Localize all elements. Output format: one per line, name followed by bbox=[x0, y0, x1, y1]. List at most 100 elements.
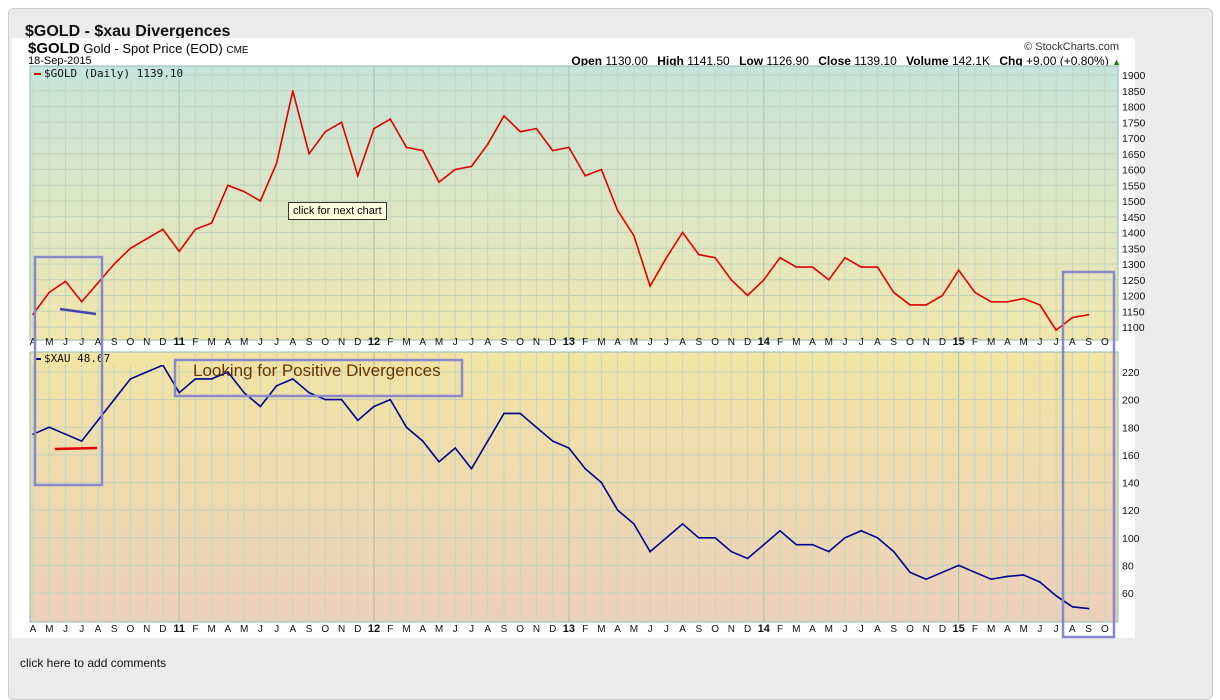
x-tick-label: A bbox=[290, 337, 297, 348]
x-tick-label: N bbox=[728, 337, 735, 348]
annotation-text: Looking for Positive Divergences bbox=[193, 361, 441, 380]
x-tick-label: F bbox=[777, 624, 783, 635]
x-tick-label: D bbox=[939, 337, 946, 348]
data-point bbox=[811, 266, 814, 268]
data-point bbox=[80, 440, 83, 442]
y-tick-label: 100 bbox=[1122, 533, 1140, 545]
data-point bbox=[551, 149, 554, 152]
x-tick-label: A bbox=[419, 337, 426, 348]
data-point bbox=[80, 301, 83, 303]
data-point bbox=[243, 190, 245, 193]
x-tick-label: J bbox=[648, 624, 653, 635]
x-tick-label: M bbox=[597, 337, 605, 348]
y-tick-label: 60 bbox=[1122, 588, 1134, 600]
data-point bbox=[1022, 297, 1025, 300]
x-tick-label: N bbox=[923, 337, 930, 348]
legend-bg bbox=[32, 353, 182, 365]
data-point bbox=[974, 571, 976, 574]
data-point bbox=[129, 378, 132, 380]
x-tick-label: J bbox=[843, 337, 848, 348]
legend-text: $GOLD (Daily) 1139.10 bbox=[44, 67, 183, 80]
x-tick-label: J bbox=[664, 624, 669, 635]
x-tick-label: N bbox=[338, 624, 345, 635]
data-point bbox=[698, 536, 700, 539]
data-point bbox=[714, 536, 716, 539]
x-tick-label: M bbox=[597, 624, 605, 635]
data-point bbox=[730, 550, 733, 553]
x-tick-label: S bbox=[696, 337, 703, 348]
x-tick-label: J bbox=[258, 624, 263, 635]
low-value: 1126.90 bbox=[766, 54, 809, 68]
data-point bbox=[178, 250, 180, 253]
x-tick-label: M bbox=[630, 624, 638, 635]
x-tick-label: M bbox=[45, 624, 53, 635]
data-point bbox=[681, 231, 684, 234]
data-point bbox=[681, 523, 684, 525]
x-tick-label: 15 bbox=[953, 336, 965, 348]
x-tick-label: J bbox=[79, 624, 84, 635]
open-label: Open bbox=[571, 54, 603, 68]
x-tick-label: J bbox=[258, 337, 263, 348]
x-tick-label: S bbox=[501, 337, 508, 348]
x-tick-label: M bbox=[825, 624, 833, 635]
x-tick-label: 13 bbox=[563, 623, 575, 635]
x-tick-label: M bbox=[792, 337, 800, 348]
x-tick-label: S bbox=[890, 337, 897, 348]
x-tick-label: A bbox=[484, 624, 491, 635]
x-tick-label: A bbox=[614, 624, 621, 635]
data-point bbox=[227, 184, 229, 187]
x-tick-label: O bbox=[906, 624, 914, 635]
data-point bbox=[827, 550, 830, 553]
next-chart-tooltip[interactable]: click for next chart bbox=[288, 202, 387, 220]
x-tick-label: A bbox=[225, 624, 232, 635]
x-tick-label: A bbox=[1004, 337, 1011, 348]
data-point bbox=[876, 536, 879, 539]
x-tick-label: M bbox=[435, 624, 443, 635]
x-tick-label: M bbox=[45, 337, 53, 348]
data-point bbox=[584, 467, 586, 470]
data-point bbox=[48, 426, 51, 429]
x-tick-label: J bbox=[1037, 624, 1042, 635]
data-point bbox=[779, 256, 781, 259]
y-tick-label: 1450 bbox=[1122, 212, 1146, 224]
data-point bbox=[600, 481, 603, 484]
x-tick-label: S bbox=[1085, 624, 1092, 635]
data-point bbox=[925, 578, 927, 580]
y-tick-label: 1400 bbox=[1122, 228, 1146, 240]
data-point bbox=[64, 433, 67, 435]
x-tick-label: O bbox=[127, 337, 135, 348]
data-point bbox=[763, 278, 765, 281]
x-tick-label: J bbox=[274, 624, 279, 635]
data-point bbox=[990, 301, 992, 303]
data-point bbox=[795, 543, 798, 546]
data-point bbox=[340, 398, 343, 401]
x-tick-label: F bbox=[582, 624, 588, 635]
data-point bbox=[665, 536, 668, 539]
data-point bbox=[519, 130, 521, 133]
description: Gold - Spot Price (EOD) bbox=[83, 41, 223, 56]
x-tick-label: A bbox=[1069, 624, 1076, 635]
data-point bbox=[1006, 301, 1009, 303]
x-tick-label: J bbox=[63, 337, 68, 348]
y-tick-label: 160 bbox=[1122, 450, 1140, 462]
data-point bbox=[519, 412, 521, 415]
x-tick-label: F bbox=[387, 337, 393, 348]
data-point bbox=[259, 200, 262, 202]
add-comments-link[interactable]: click here to add comments bbox=[20, 656, 167, 670]
x-tick-label: D bbox=[549, 337, 556, 348]
data-point bbox=[941, 294, 944, 297]
x-tick-label: A bbox=[419, 624, 426, 635]
data-point bbox=[876, 266, 879, 268]
x-tick-label: M bbox=[240, 337, 248, 348]
x-tick-label: 11 bbox=[173, 336, 185, 348]
x-tick-label: J bbox=[274, 337, 279, 348]
x-tick-label: J bbox=[648, 337, 653, 348]
data-point bbox=[568, 447, 570, 449]
y-tick-label: 1600 bbox=[1122, 165, 1146, 177]
x-tick-label: M bbox=[630, 337, 638, 348]
data-point bbox=[486, 143, 489, 146]
data-point bbox=[503, 412, 505, 415]
x-tick-label: O bbox=[711, 624, 719, 635]
data-point bbox=[909, 304, 911, 306]
y-tick-label: 1550 bbox=[1122, 180, 1146, 192]
